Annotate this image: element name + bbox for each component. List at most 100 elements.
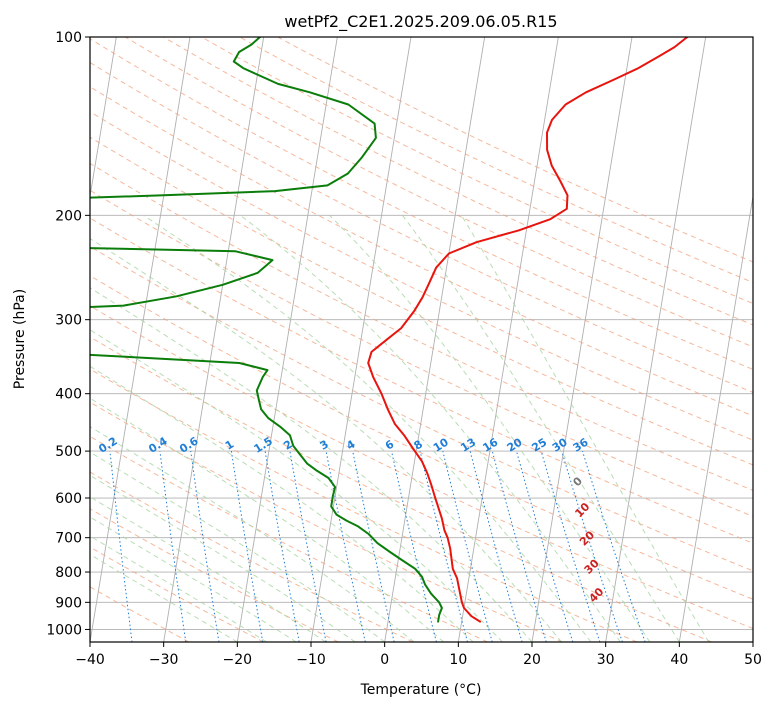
isotherm-line bbox=[236, 37, 338, 642]
moist-adiabat-line bbox=[143, 214, 592, 642]
dry-adiabat-line bbox=[90, 245, 753, 572]
dry-adiabat-line bbox=[90, 401, 563, 642]
mixing-ratio-label: 0.2 bbox=[96, 434, 119, 455]
dry-adiabat-line bbox=[90, 546, 264, 642]
mixing-ratio-line bbox=[540, 450, 601, 642]
dry-adiabat-line bbox=[90, 189, 753, 517]
x-tick-label: −20 bbox=[223, 652, 253, 668]
plot-line-labels: 0.10.20.40.611.52346810131620253036-100-… bbox=[96, 434, 606, 605]
moist-adiabat-line bbox=[90, 365, 474, 642]
mixing-ratio-line bbox=[419, 450, 468, 642]
isotherm-line bbox=[90, 37, 191, 642]
isotherm-line bbox=[384, 37, 486, 642]
mixing-ratio-label: 16 bbox=[480, 435, 500, 454]
mixing-ratio-line bbox=[230, 451, 264, 642]
moist-adiabat-label: 30 bbox=[582, 557, 602, 577]
mixing-ratio-line bbox=[325, 451, 366, 642]
mixing-ratio-line bbox=[582, 450, 646, 642]
x-tick-label: −40 bbox=[75, 652, 105, 668]
y-tick-label: 200 bbox=[55, 208, 82, 224]
mixing-ratio-label: 36 bbox=[571, 435, 591, 454]
y-tick-label: 800 bbox=[55, 565, 82, 581]
plot-frame bbox=[89, 36, 754, 643]
isotherm-line bbox=[163, 37, 265, 642]
mixing-ratio-label: 0.4 bbox=[146, 434, 170, 456]
x-axis-label: Temperature (°C) bbox=[360, 682, 482, 698]
temperature-profile-line bbox=[367, 37, 689, 623]
moist-adiabat-line bbox=[90, 329, 503, 642]
mixing-ratio-label: 1 bbox=[223, 438, 236, 453]
dry-adiabat-line bbox=[90, 61, 753, 393]
mixing-ratio-line bbox=[352, 451, 395, 642]
dry-adiabat-line bbox=[90, 86, 753, 417]
mixing-ratio-line bbox=[561, 450, 623, 642]
mixing-ratio-line bbox=[391, 450, 437, 642]
dry-adiabat-line bbox=[277, 37, 753, 263]
dry-adiabat-line bbox=[201, 37, 753, 305]
isotherm-line bbox=[678, 193, 753, 642]
moist-adiabat-line bbox=[460, 215, 710, 642]
x-tick-label: 30 bbox=[597, 652, 615, 668]
y-tick-label: 900 bbox=[55, 595, 82, 611]
moist-adiabat-line bbox=[90, 451, 385, 642]
x-tick-label: 0 bbox=[380, 652, 389, 668]
dry-adiabat-line bbox=[163, 37, 753, 326]
dry-adiabat-line bbox=[90, 471, 414, 642]
moist-adiabat-line bbox=[239, 214, 621, 642]
dry-adiabat-line bbox=[90, 336, 712, 642]
moist-adiabat-line bbox=[90, 535, 268, 642]
x-tick-label: −10 bbox=[296, 652, 326, 668]
isotherm-line bbox=[457, 37, 559, 642]
x-tick-label: 40 bbox=[670, 652, 688, 668]
moist-adiabat-line bbox=[90, 238, 562, 642]
mixing-ratio-label: 30 bbox=[550, 435, 570, 454]
y-tick-label: 100 bbox=[55, 30, 82, 46]
moist-adiabat-line bbox=[90, 397, 444, 642]
y-tick-label: 600 bbox=[55, 491, 82, 507]
dry-adiabat-line bbox=[90, 136, 753, 466]
dry-adiabat-line bbox=[90, 508, 339, 642]
dry-adiabat-line bbox=[90, 38, 753, 370]
y-axis-label: Pressure (hPa) bbox=[12, 289, 28, 389]
moist-adiabat-label: 10 bbox=[572, 500, 592, 520]
dewpoint-profile-line bbox=[90, 37, 443, 623]
dry-adiabat-line bbox=[90, 162, 753, 491]
dry-adiabat-line bbox=[90, 217, 753, 544]
dry-adiabat-line bbox=[90, 368, 638, 642]
plot-sounding-data bbox=[90, 37, 689, 623]
y-tick-label: 500 bbox=[55, 444, 82, 460]
y-tick-label: 1000 bbox=[46, 622, 82, 638]
mixing-ratio-line bbox=[289, 451, 327, 642]
plot-background-lines bbox=[90, 37, 753, 642]
y-tick-label: 700 bbox=[55, 531, 82, 547]
chart-title: wetPf2_C2E1.2025.209.06.05.R15 bbox=[284, 12, 557, 32]
x-tick-label: 50 bbox=[744, 652, 762, 668]
mixing-ratio-line bbox=[264, 451, 300, 642]
mixing-ratio-line bbox=[442, 450, 493, 642]
mixing-ratio-line bbox=[491, 450, 547, 642]
mixing-ratio-line bbox=[469, 450, 523, 642]
mixing-ratio-label: 25 bbox=[529, 436, 549, 455]
moist-adiabat-line bbox=[90, 496, 326, 642]
isotherm-line bbox=[90, 37, 117, 200]
moist-adiabat-line bbox=[402, 214, 680, 642]
mixing-ratio-line bbox=[109, 451, 133, 642]
mixing-ratio-line bbox=[159, 451, 187, 642]
moist-adiabat-line bbox=[90, 553, 238, 642]
x-tick-label: −30 bbox=[149, 652, 179, 668]
mixing-ratio-label: 13 bbox=[458, 436, 478, 455]
mixing-ratio-line bbox=[190, 451, 220, 642]
y-tick-label: 400 bbox=[55, 387, 82, 403]
moist-adiabat-label: 20 bbox=[577, 528, 597, 548]
y-tick-label: 300 bbox=[55, 313, 82, 329]
isotherm-line bbox=[531, 37, 633, 642]
x-tick-label: 10 bbox=[449, 652, 467, 668]
dry-adiabat-line bbox=[90, 111, 753, 441]
moist-adiabat-line bbox=[90, 474, 356, 642]
mixing-ratio-label: 3 bbox=[318, 438, 331, 453]
x-tick-label: 20 bbox=[523, 652, 541, 668]
isotherm-line bbox=[605, 37, 707, 642]
moist-adiabat-line bbox=[329, 214, 651, 642]
